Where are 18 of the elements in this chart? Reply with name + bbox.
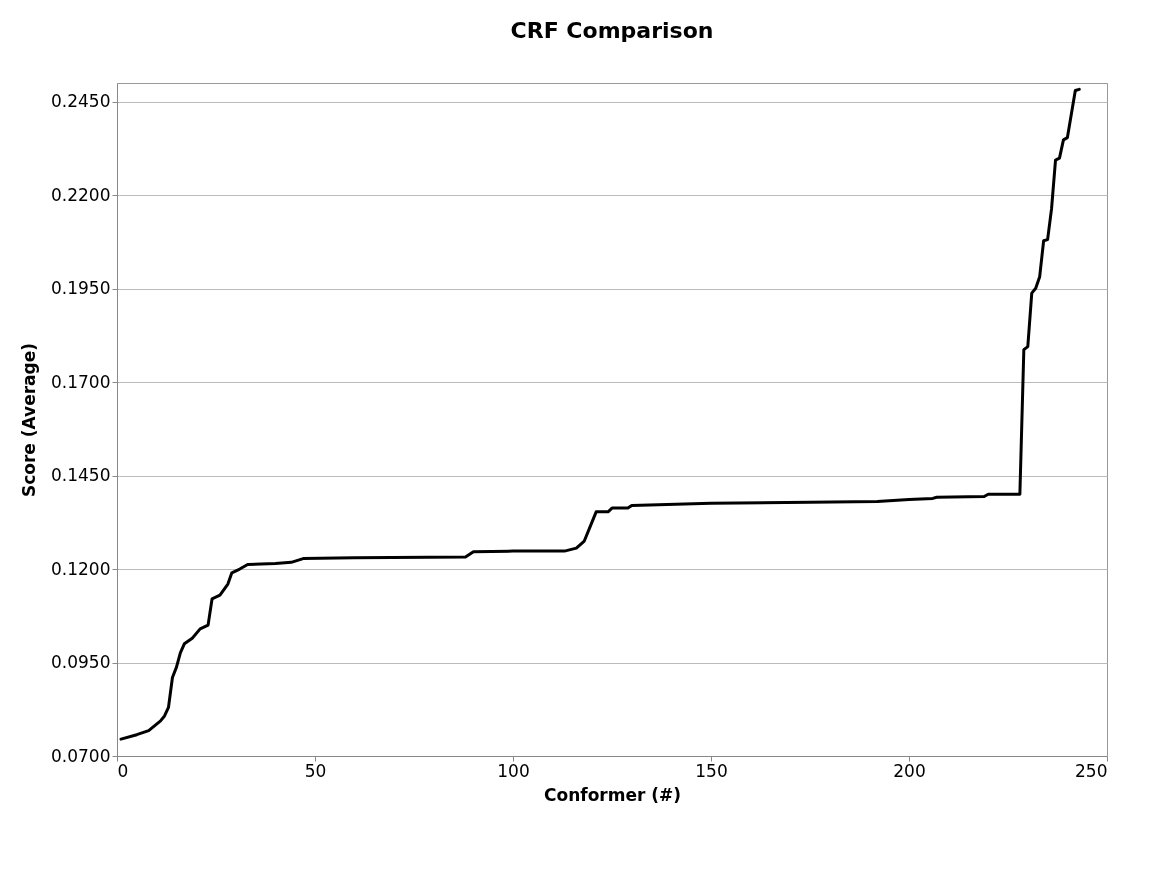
x-tick-label: 250 (1075, 760, 1108, 781)
x-axis-title: Conformer (#) (543, 784, 682, 805)
y-tick-label: 0.0950 (51, 652, 111, 673)
x-tick-label: 200 (893, 760, 926, 781)
chart-title: CRF Comparison (510, 18, 714, 43)
y-tick-label: 0.2200 (51, 184, 111, 205)
y-tick-label: 0.0700 (51, 745, 111, 766)
x-tick-label: 150 (695, 760, 728, 781)
y-tick-label: 0.1200 (51, 558, 111, 579)
line-series (119, 87, 1081, 741)
x-tick-label: 100 (497, 760, 530, 781)
x-tick-label: 50 (304, 760, 327, 781)
y-axis-title: Score (Average) (19, 342, 40, 498)
y-tick-label: 0.2450 (51, 91, 111, 112)
y-tick-label: 0.1950 (51, 278, 111, 299)
y-tick-label: 0.1450 (51, 465, 111, 486)
x-tick-label: 0 (117, 760, 129, 781)
y-tick-label: 0.1700 (51, 371, 111, 392)
